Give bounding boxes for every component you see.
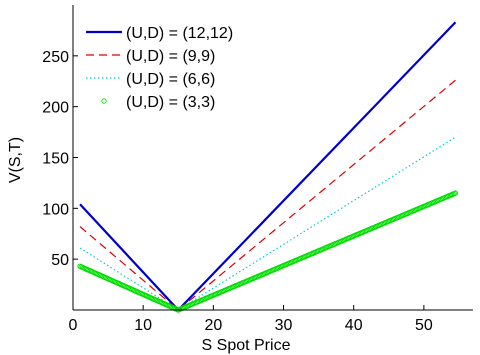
legend: (U,D) = (12,12) (U,D) = (9,9) (U,D) = (6,6… <box>86 25 233 111</box>
series-2-line <box>79 79 456 311</box>
y-tick-label: 250 <box>42 49 69 66</box>
x-tick-label: 40 <box>345 317 363 334</box>
legend-label-3: (U,D) = (6,6) <box>126 71 215 88</box>
plot-area <box>73 5 473 310</box>
y-tick-label: 150 <box>42 151 69 168</box>
x-tick-label: 20 <box>204 317 222 334</box>
x-axis-label: S Spot Price <box>202 337 291 354</box>
series-4-markers <box>77 190 459 313</box>
series-layer <box>77 21 459 313</box>
y-tick-label: 50 <box>51 252 69 269</box>
legend-label-1: (U,D) = (12,12) <box>126 25 233 42</box>
legend-label-2: (U,D) = (9,9) <box>126 48 215 65</box>
y-tick-label: 100 <box>42 201 69 218</box>
x-tick-label: 50 <box>415 317 433 334</box>
y-tick-label: 200 <box>42 100 69 117</box>
legend-marker-4 <box>101 98 107 104</box>
x-tick-label: 0 <box>69 317 78 334</box>
x-tick-label: 10 <box>134 317 152 334</box>
axes-layer: 0 10 20 30 40 50 50 100 150 200 250 <box>42 5 473 334</box>
series-4-point <box>452 190 459 196</box>
y-axis-label: V(S,T) <box>7 137 24 183</box>
legend-label-4: (U,D) = (3,3) <box>126 94 215 111</box>
x-tick-label: 30 <box>275 317 293 334</box>
